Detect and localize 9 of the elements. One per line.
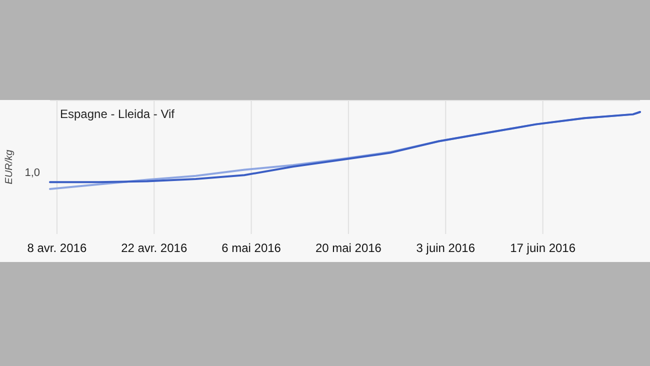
x-tick-label: 8 avr. 2016: [27, 241, 87, 255]
x-tick-label: 20 mai 2016: [315, 241, 382, 255]
x-tick-label: 22 avr. 2016: [121, 241, 188, 255]
x-tick-label: 3 juin 2016: [416, 241, 476, 255]
text: 1,0: [24, 166, 40, 179]
x-tick-label: 17 juin 2016: [510, 241, 576, 255]
y-axis-title: EUR/kg: [4, 149, 15, 184]
chart-title: Espagne - Lleida - Vif: [60, 107, 176, 121]
x-tick-label: 6 mai 2016: [222, 241, 282, 255]
